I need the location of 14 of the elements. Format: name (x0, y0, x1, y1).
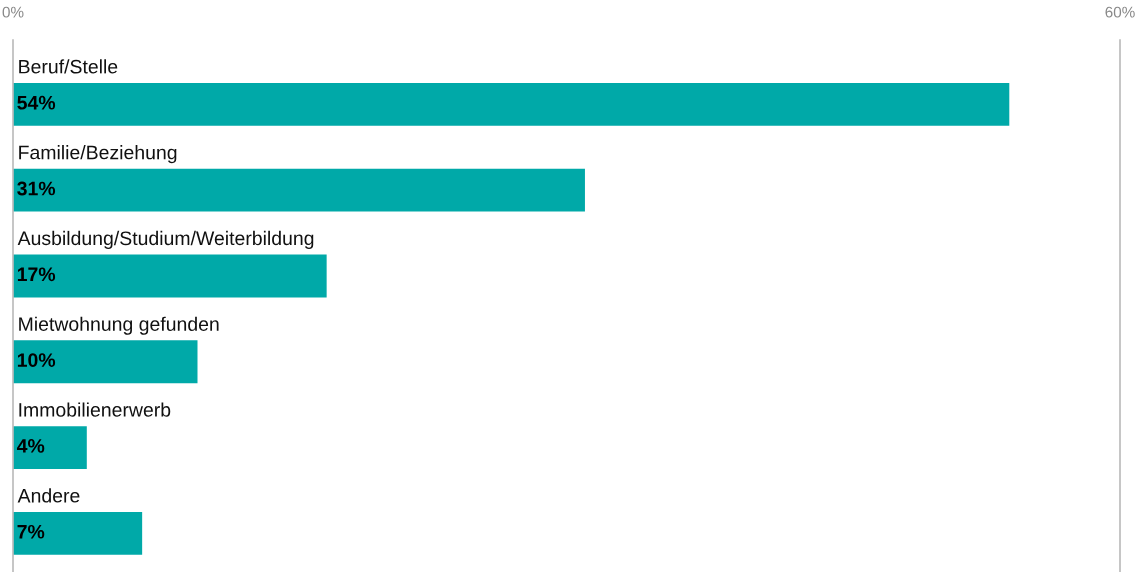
y-tick-label: Ausbildung/Studium/Weiterbildung (17, 230, 314, 249)
data-label: 54% (17, 95, 56, 110)
y-tick-label: Immobilienerwerb (19, 402, 171, 417)
x-tick-label: 60% (1105, 6, 1135, 18)
data-label: 4% (16, 439, 45, 453)
data-label: 31% (17, 181, 56, 196)
data-label: 7% (17, 524, 45, 539)
y-tick-label: Mietwohnung gefunden (19, 316, 219, 335)
x-tick-label: 0% (2, 6, 24, 18)
data-label: 17% (17, 267, 56, 282)
data-label: 10% (17, 353, 56, 367)
y-tick-label: Familie/Beziehung (19, 145, 177, 164)
y-tick-label: Beruf/Stelle (19, 59, 118, 74)
y-tick-label: Andere (17, 488, 80, 503)
